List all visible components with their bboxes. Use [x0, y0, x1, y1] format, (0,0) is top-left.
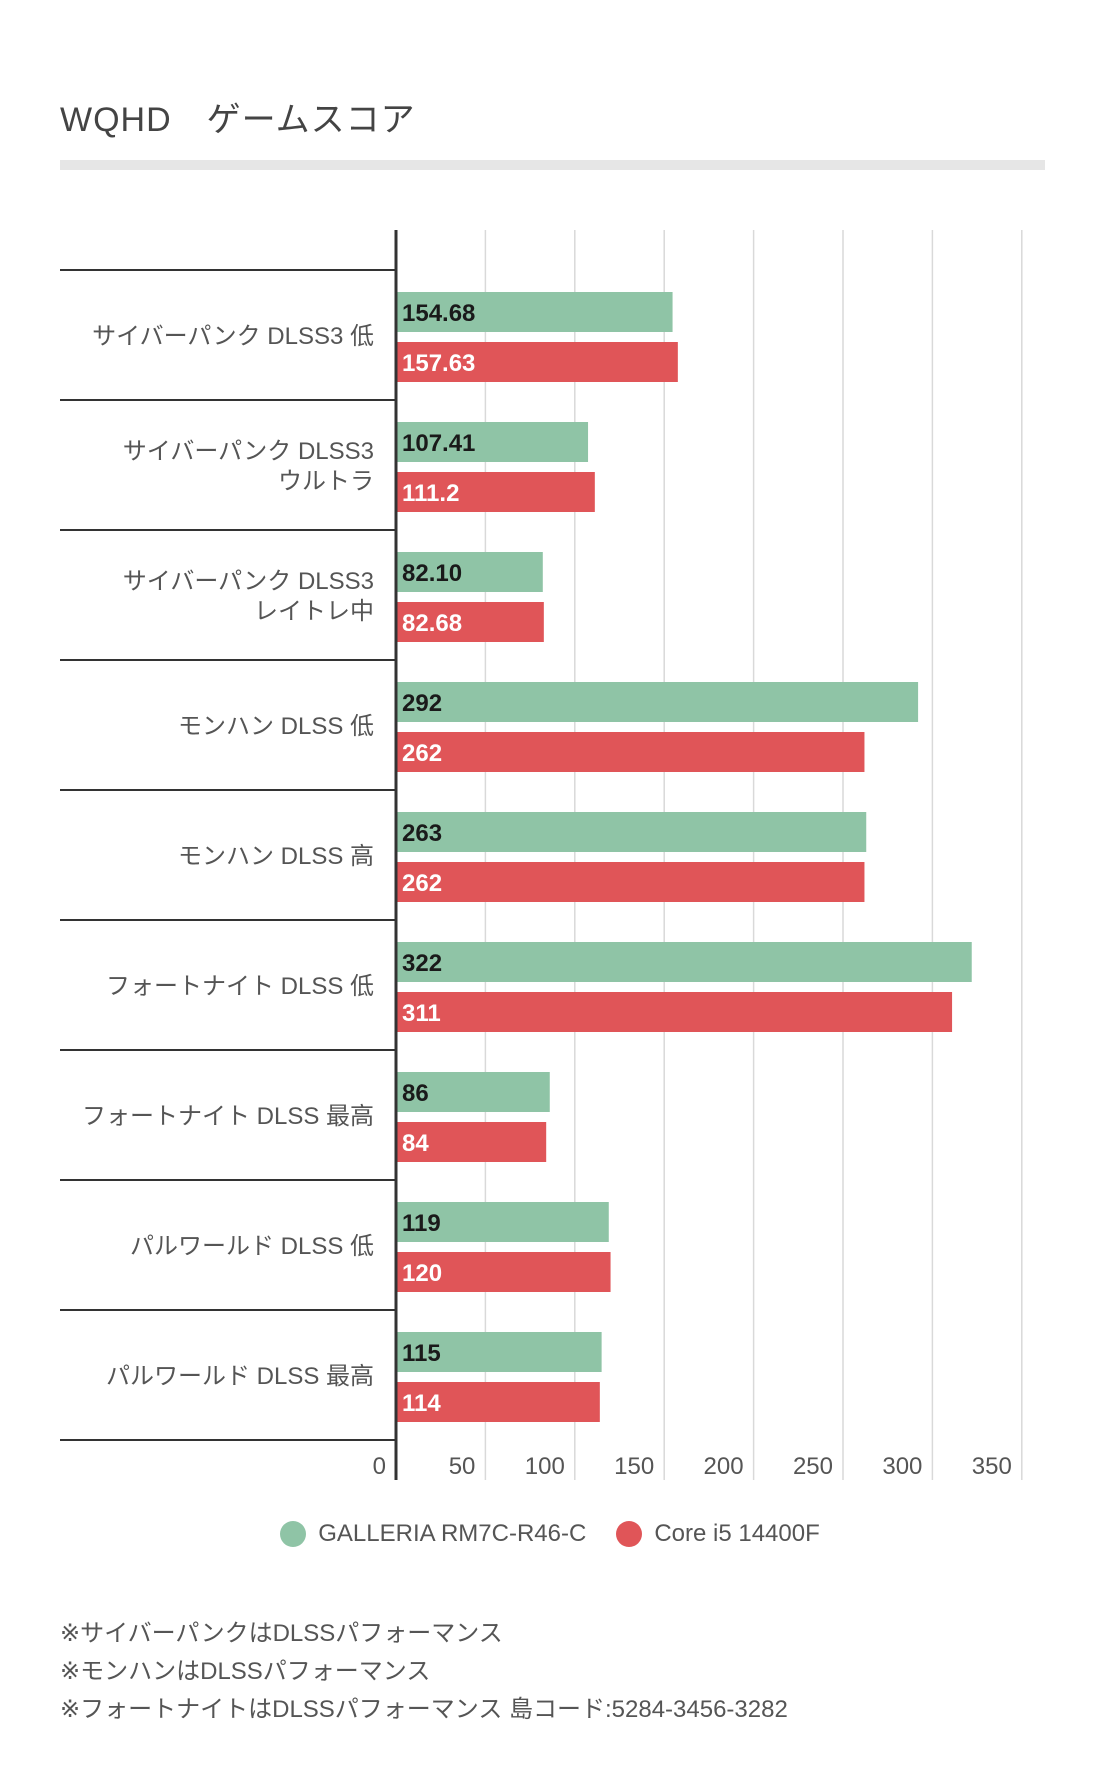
legend-item-galleria: GALLERIA RM7C-R46-C — [280, 1520, 586, 1548]
x-tick-label: 200 — [704, 1453, 744, 1480]
footnote: ※フォートナイトはDLSSパフォーマンス 島コード:5284-3456-3282 — [60, 1696, 788, 1723]
bar-value-label: 262 — [402, 740, 442, 767]
category-label: サイバーパンク DLSS3 — [123, 568, 374, 595]
bar-value-label: 115 — [402, 1340, 441, 1367]
bar-value-label: 157.63 — [402, 350, 475, 377]
category-label: フォートナイト DLSS 低 — [106, 973, 374, 1000]
x-tick-label: 150 — [614, 1453, 654, 1480]
x-tick-label: 50 — [449, 1453, 476, 1480]
bar-galleria — [396, 1202, 609, 1242]
footnotes: ※サイバーパンクはDLSSパフォーマンス ※モンハンはDLSSパフォーマンス ※… — [60, 1615, 788, 1729]
category-label: モンハン DLSS 高 — [178, 843, 374, 870]
bar-galleria — [396, 942, 972, 982]
bar-galleria — [396, 552, 543, 592]
bar-core-i5 — [396, 602, 544, 642]
bar-core-i5 — [396, 1252, 611, 1292]
category-label: サイバーパンク DLSS3 低 — [92, 323, 374, 350]
bar-value-label: 263 — [402, 820, 442, 847]
bar-core-i5 — [396, 1382, 600, 1422]
bar-value-label: 292 — [402, 690, 442, 717]
bar-value-label: 119 — [402, 1210, 441, 1237]
bar-chart: 154.68 157.63 サイバーパンク DLSS3 低 107.41 111.2 サイ… — [60, 230, 1023, 1480]
bar-galleria — [396, 292, 673, 332]
x-tick-label: 300 — [882, 1453, 922, 1480]
category-label: レイトレ中 — [254, 598, 374, 625]
bar-core-i5 — [396, 1122, 547, 1162]
bar-galleria — [396, 422, 589, 462]
legend-label-galleria: GALLERIA RM7C-R46-C — [318, 1520, 587, 1547]
bar-core-i5 — [396, 862, 865, 902]
bar-core-i5 — [396, 342, 678, 382]
category-label: パルワールド DLSS 低 — [130, 1233, 374, 1260]
bar-value-label: 311 — [402, 1000, 441, 1027]
footnote: ※サイバーパンクはDLSSパフォーマンス — [60, 1620, 503, 1647]
category-label: サイバーパンク DLSS3 — [123, 438, 374, 465]
bar-core-i5 — [396, 732, 865, 772]
bar-value-label: 120 — [402, 1260, 442, 1287]
bar-galleria — [396, 1072, 550, 1112]
bar-core-i5 — [396, 992, 953, 1032]
bar-value-label: 154.68 — [402, 300, 475, 327]
bar-value-label: 82.10 — [402, 560, 462, 587]
x-tick-label: 0 — [373, 1453, 386, 1480]
bar-value-label: 322 — [402, 950, 442, 977]
x-tick-label: 250 — [793, 1453, 833, 1480]
category-label: ウルトラ — [278, 468, 374, 495]
bar-value-label: 82.68 — [402, 610, 462, 637]
bar-galleria — [396, 682, 919, 722]
category-label: モンハン DLSS 低 — [178, 713, 374, 740]
x-tick-label: 100 — [525, 1453, 565, 1480]
bar-value-label: 262 — [402, 870, 442, 897]
x-tick-label: 350 — [972, 1453, 1012, 1480]
bar-core-i5 — [396, 472, 595, 512]
chart-legend: GALLERIA RM7C-R46-C Core i5 14400F — [0, 1520, 1100, 1548]
bar-value-label: 107.41 — [402, 430, 475, 457]
bar-value-label: 84 — [402, 1130, 429, 1157]
bar-galleria — [396, 1332, 602, 1372]
category-label: フォートナイト DLSS 最高 — [82, 1103, 374, 1130]
title-divider — [60, 160, 1045, 170]
footnote: ※モンハンはDLSSパフォーマンス — [60, 1658, 431, 1685]
legend-item-core-i5: Core i5 14400F — [616, 1520, 820, 1548]
legend-label-core-i5: Core i5 14400F — [654, 1520, 820, 1547]
bar-value-label: 111.2 — [402, 480, 459, 507]
category-label: パルワールド DLSS 最高 — [106, 1363, 374, 1390]
chart-title: WQHD ゲームスコア — [60, 101, 416, 139]
bar-value-label: 114 — [402, 1390, 441, 1417]
legend-swatch-galleria — [280, 1521, 307, 1547]
legend-swatch-core-i5 — [616, 1521, 643, 1547]
bar-value-label: 86 — [402, 1080, 429, 1107]
bar-galleria — [396, 812, 867, 852]
